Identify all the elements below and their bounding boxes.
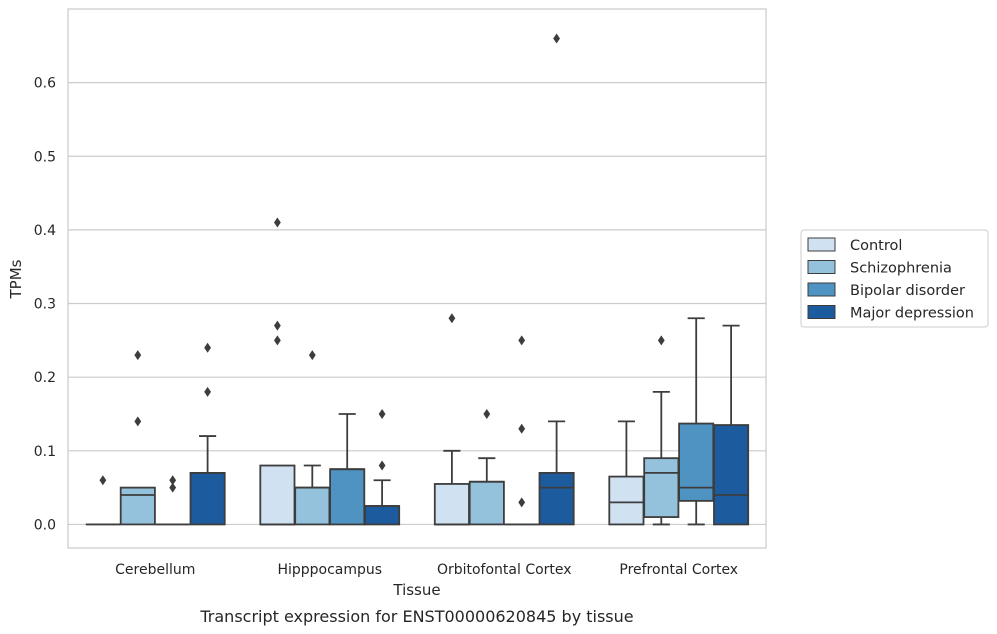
outlier-point [518,335,526,346]
box [713,424,750,526]
box [678,422,715,502]
y-tick-label: 0.6 [34,76,56,92]
outlier-point [134,416,142,427]
y-axis-title: TPMs [7,259,25,299]
legend-swatch [807,282,836,297]
outlier-point [657,335,665,346]
y-tick-label: 0.5 [34,149,56,165]
outlier-point [448,313,456,324]
outlier-point [483,408,491,419]
y-tick-label: 0.1 [34,444,56,460]
legend-label: Major depression [850,306,974,322]
box [329,468,366,526]
figure-caption: Transcript expression for ENST0000062084… [199,607,633,626]
outlier-point [378,460,386,471]
y-tick-label: 0.2 [34,370,56,386]
outlier-point [169,482,177,493]
legend-frame [800,229,989,328]
outlier-point [169,475,177,486]
legend-swatch [807,305,836,319]
x-tick-label: Prefrontal Cortex [619,562,738,578]
boxes [85,33,750,526]
box [643,457,680,518]
x-tick-labels: Cerebellum Hipppocampus Orbitofontal Corte… [115,562,738,578]
y-tick-label: 0.3 [34,297,56,313]
y-tick-label: 0.4 [34,223,56,239]
legend-label: Bipolar disorder [850,283,965,299]
legend-label: Schizophrenia [850,261,952,277]
x-tick-label: Orbitofontal Cortex [437,562,572,578]
outlier-point [204,386,211,397]
outlier-point [518,497,526,508]
box [364,505,401,526]
outlier-point [99,475,107,486]
outlier-point [553,33,560,44]
legend: Control Schizophrenia Bipolar disorder Majo… [800,229,989,328]
outlier-point [274,217,281,228]
outlier-point [378,408,386,419]
outlier-point [308,350,316,361]
legend-label: Control [850,238,902,254]
x-tick-label: Cerebellum [115,562,195,578]
box [468,480,505,526]
legend-swatch [807,260,836,274]
outlier-point [274,320,281,331]
x-axis-title: Tissue [392,581,440,599]
y-tick-labels: 0.0 0.1 0.2 0.3 0.4 0.5 0.6 [34,76,56,534]
box [433,483,470,526]
box [259,464,296,526]
outlier-point [134,350,142,361]
outlier-point [204,342,211,353]
y-tick-label: 0.0 [34,517,56,533]
legend-swatch [807,237,836,252]
x-tick-label: Hipppocampus [277,562,382,578]
box [119,486,156,526]
outlier-point [518,423,526,434]
box [189,471,226,526]
box [608,475,645,526]
box [294,486,331,526]
box [538,471,575,526]
plot-frame [67,8,767,549]
outlier-point [274,335,281,346]
